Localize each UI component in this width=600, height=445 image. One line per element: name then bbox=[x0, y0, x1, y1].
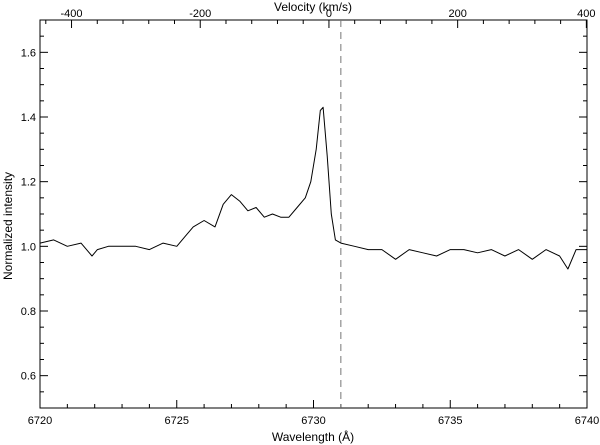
top-tick-label: 200 bbox=[448, 8, 466, 20]
y-axis-ticks: 0.6 0.8 1.0 1.2 1.4 1.6 bbox=[21, 19, 587, 409]
top-tick-label: -200 bbox=[189, 8, 211, 20]
plot-border bbox=[39, 19, 588, 409]
top-tick-label: 400 bbox=[577, 8, 595, 20]
x-tick-label: 6730 bbox=[301, 415, 325, 427]
y-axis-title: Normalized intensity bbox=[1, 172, 15, 280]
y-tick-label: 1.2 bbox=[21, 177, 36, 189]
top-tick-label: 0 bbox=[326, 8, 332, 20]
y-tick-label: 0.8 bbox=[21, 306, 36, 318]
spectrum-line bbox=[39, 106, 587, 270]
top-axis-title: Velocity (km/s) bbox=[274, 0, 352, 14]
top-tick-label: -400 bbox=[61, 8, 83, 20]
x-tick-label: 6735 bbox=[438, 415, 462, 427]
series-layer bbox=[39, 106, 587, 270]
top-axis-ticks: -400 -200 0 200 400 bbox=[45, 8, 596, 28]
y-tick-label: 0.6 bbox=[21, 371, 36, 383]
x-tick-label: 6725 bbox=[165, 415, 189, 427]
y-tick-label: 1.6 bbox=[21, 47, 36, 59]
y-tick-label: 1.0 bbox=[21, 241, 36, 253]
x-axis-title: Wavelength (Å) bbox=[272, 429, 354, 444]
x-tick-label: 6740 bbox=[575, 415, 599, 427]
y-tick-label: 1.4 bbox=[21, 112, 36, 124]
x-axis-ticks: 6720 6725 6730 6735 6740 bbox=[28, 400, 599, 427]
plot-frame bbox=[39, 19, 588, 409]
x-tick-label: 6720 bbox=[28, 415, 52, 427]
